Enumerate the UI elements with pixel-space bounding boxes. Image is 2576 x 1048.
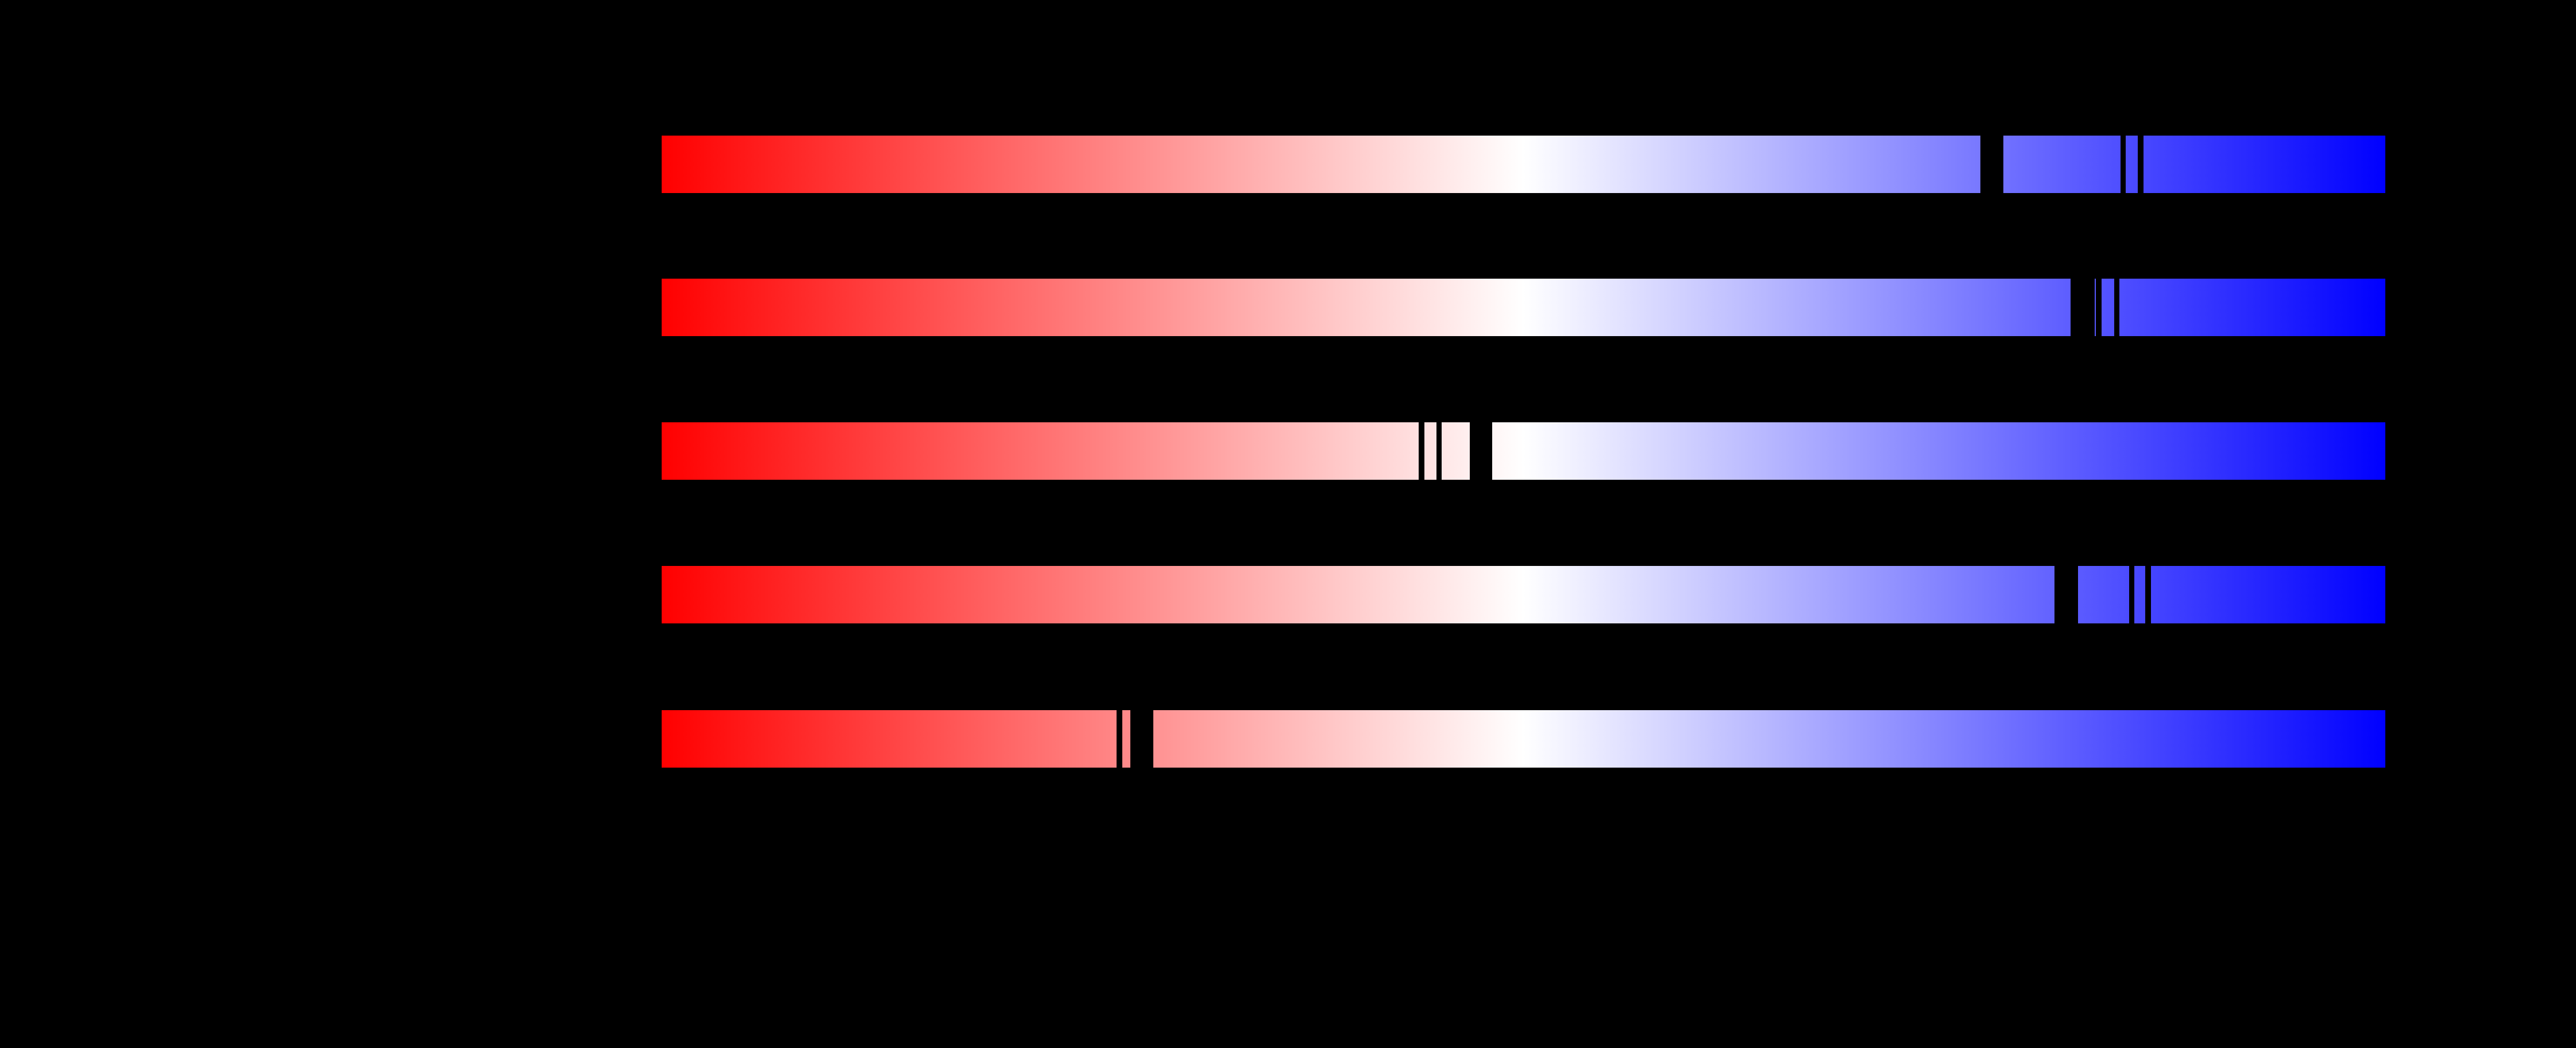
tick-mark-thin-bar-3-1: [1419, 422, 1424, 480]
tick-mark-thick-bar-1-1: [1980, 136, 2003, 193]
tick-mark-thin-bar-2-2: [2096, 279, 2102, 336]
gradient-bar-bar-2: [662, 279, 2385, 336]
tick-mark-thin-bar-2-3: [2114, 279, 2119, 336]
tick-mark-thin-bar-4-2: [2129, 566, 2134, 623]
tick-mark-thick-bar-2-1: [2071, 279, 2095, 336]
tick-mark-thin-bar-1-2: [2121, 136, 2126, 193]
tick-mark-thin-bar-1-3: [2138, 136, 2144, 193]
tick-mark-thin-bar-4-3: [2145, 566, 2151, 623]
gradient-bar-bar-3: [662, 422, 2385, 480]
tick-mark-thick-bar-5-2: [1130, 710, 1153, 768]
tick-mark-thin-bar-5-1: [1117, 710, 1122, 768]
tick-mark-thin-bar-3-2: [1436, 422, 1442, 480]
gradient-bar-bar-5: [662, 710, 2385, 768]
tick-mark-thick-bar-3-3: [1470, 422, 1492, 480]
tick-mark-thick-bar-4-1: [2054, 566, 2078, 623]
gradient-bar-bar-1: [662, 136, 2385, 193]
gradient-bar-bar-4: [662, 566, 2385, 623]
